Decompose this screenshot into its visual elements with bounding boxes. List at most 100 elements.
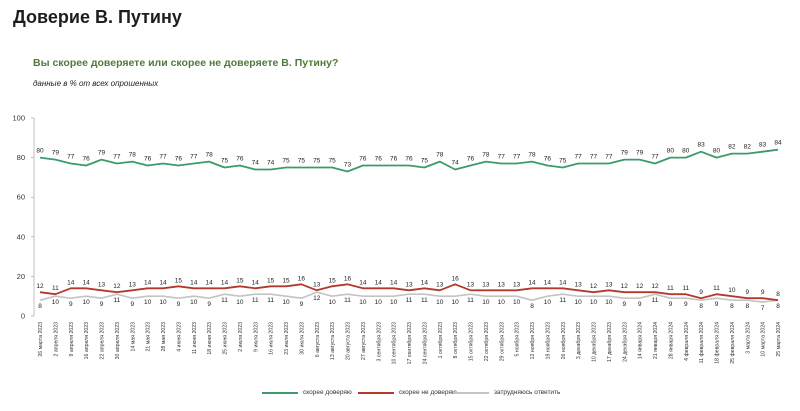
data-label: 14 [528, 279, 536, 286]
data-label: 84 [774, 140, 782, 147]
x-tick-label: 26 ноября 2023 [561, 322, 567, 359]
data-label: 13 [313, 281, 321, 288]
x-tick-label: 25 марта 2024 [776, 322, 782, 357]
x-tick-label: 3 сентября 2023 [376, 322, 382, 362]
x-tick-label: 3 декабря 2023 [576, 322, 582, 359]
x-tick-label: 18 июня 2023 [207, 322, 213, 355]
data-label: 80 [667, 148, 675, 155]
x-tick-label: 28 мая 2023 [161, 322, 167, 352]
data-label: 13 [436, 281, 444, 288]
data-label: 79 [636, 150, 644, 157]
data-label: 77 [190, 154, 198, 161]
data-label: 10 [436, 299, 444, 306]
data-label: 76 [175, 156, 183, 163]
data-label: 12 [636, 283, 644, 290]
data-label: 77 [590, 154, 598, 161]
legend-item: затрудняюсь ответить [453, 389, 560, 396]
x-tick-label: 28 января 2024 [668, 322, 674, 359]
data-label: 14 [67, 279, 75, 286]
data-label: 76 [236, 156, 244, 163]
data-label: 9 [69, 301, 73, 308]
data-label: 11 [267, 297, 274, 304]
data-label: 12 [113, 283, 121, 290]
x-tick-label: 10 марта 2024 [761, 322, 767, 357]
x-tick-label: 24 сентября 2023 [422, 322, 428, 364]
legend-item: скорее доверяю [262, 389, 352, 396]
data-label: 10 [575, 299, 583, 306]
data-label: 14 [190, 279, 198, 286]
x-tick-label: 13 августа 2023 [330, 322, 336, 360]
x-tick-label: 8 октября 2023 [453, 322, 459, 358]
y-tick-label: 80 [17, 153, 25, 162]
data-label: 13 [467, 281, 475, 288]
data-label: 14 [544, 279, 552, 286]
data-label: 83 [698, 142, 706, 149]
data-label: 76 [544, 156, 552, 163]
data-label: 80 [682, 148, 690, 155]
data-label: 77 [575, 154, 583, 161]
data-label: 10 [498, 299, 506, 306]
data-label: 75 [559, 158, 567, 165]
data-label: 9 [699, 289, 703, 296]
data-label: 74 [267, 159, 275, 166]
data-label: 13 [575, 281, 583, 288]
data-label: 8 [730, 303, 734, 310]
data-label: 9 [622, 301, 626, 308]
data-label: 11 [559, 297, 566, 304]
x-tick-label: 16 июля 2023 [269, 322, 275, 355]
data-label: 14 [221, 279, 229, 286]
data-label: 11 [713, 285, 720, 292]
y-tick-label: 100 [12, 114, 25, 123]
data-label: 12 [313, 295, 321, 302]
data-label: 12 [36, 283, 44, 290]
x-tick-label: 30 июля 2023 [299, 322, 305, 355]
x-tick-label: 3 марта 2024 [745, 322, 751, 354]
data-label: 9 [130, 301, 134, 308]
data-label: 15 [267, 277, 275, 284]
x-tick-label: 21 мая 2023 [146, 322, 152, 352]
data-label: 12 [651, 283, 659, 290]
legend-swatch [358, 391, 394, 394]
legend-swatch [262, 391, 298, 394]
data-label: 11 [467, 297, 474, 304]
x-tick-label: 25 февраля 2024 [730, 322, 736, 364]
data-label: 13 [482, 281, 490, 288]
x-tick-label: 1 октября 2023 [438, 322, 444, 358]
data-label: 80 [36, 148, 44, 155]
data-label: 78 [528, 152, 536, 159]
legend-label: скорее доверяю [303, 389, 352, 396]
x-tick-label: 10 сентября 2023 [392, 322, 398, 364]
data-label: 10 [52, 299, 60, 306]
data-label: 77 [651, 154, 659, 161]
y-tick-label: 40 [17, 232, 25, 241]
data-label: 77 [113, 154, 121, 161]
data-label: 10 [329, 299, 337, 306]
legend-item: скорее не доверяю [358, 389, 457, 396]
data-label: 8 [530, 303, 534, 310]
data-label: 77 [605, 154, 613, 161]
data-label: 10 [605, 299, 613, 306]
data-label: 8 [776, 303, 780, 310]
data-label: 14 [359, 279, 367, 286]
data-label: 16 [298, 275, 306, 282]
series-line [39, 148, 779, 173]
data-label: 15 [175, 277, 183, 284]
data-label: 9 [177, 301, 181, 308]
data-label: 11 [221, 297, 228, 304]
data-label: 11 [667, 285, 674, 292]
x-tick-label: 19 ноября 2023 [545, 322, 551, 359]
x-tick-label: 4 июня 2023 [176, 322, 182, 352]
x-tick-label: 11 июня 2023 [192, 322, 198, 354]
data-label: 9 [100, 301, 104, 308]
x-tick-label: 11 февраля 2024 [699, 322, 705, 363]
x-tick-label: 14 января 2024 [638, 322, 644, 359]
x-tick-label: 16 апреля 2023 [84, 322, 90, 359]
data-label: 75 [421, 158, 429, 165]
data-label: 80 [713, 148, 721, 155]
data-label: 11 [252, 297, 259, 304]
data-label: 11 [114, 297, 121, 304]
y-tick-label: 20 [17, 272, 25, 281]
data-label: 9 [761, 289, 765, 296]
data-label: 82 [728, 144, 736, 151]
